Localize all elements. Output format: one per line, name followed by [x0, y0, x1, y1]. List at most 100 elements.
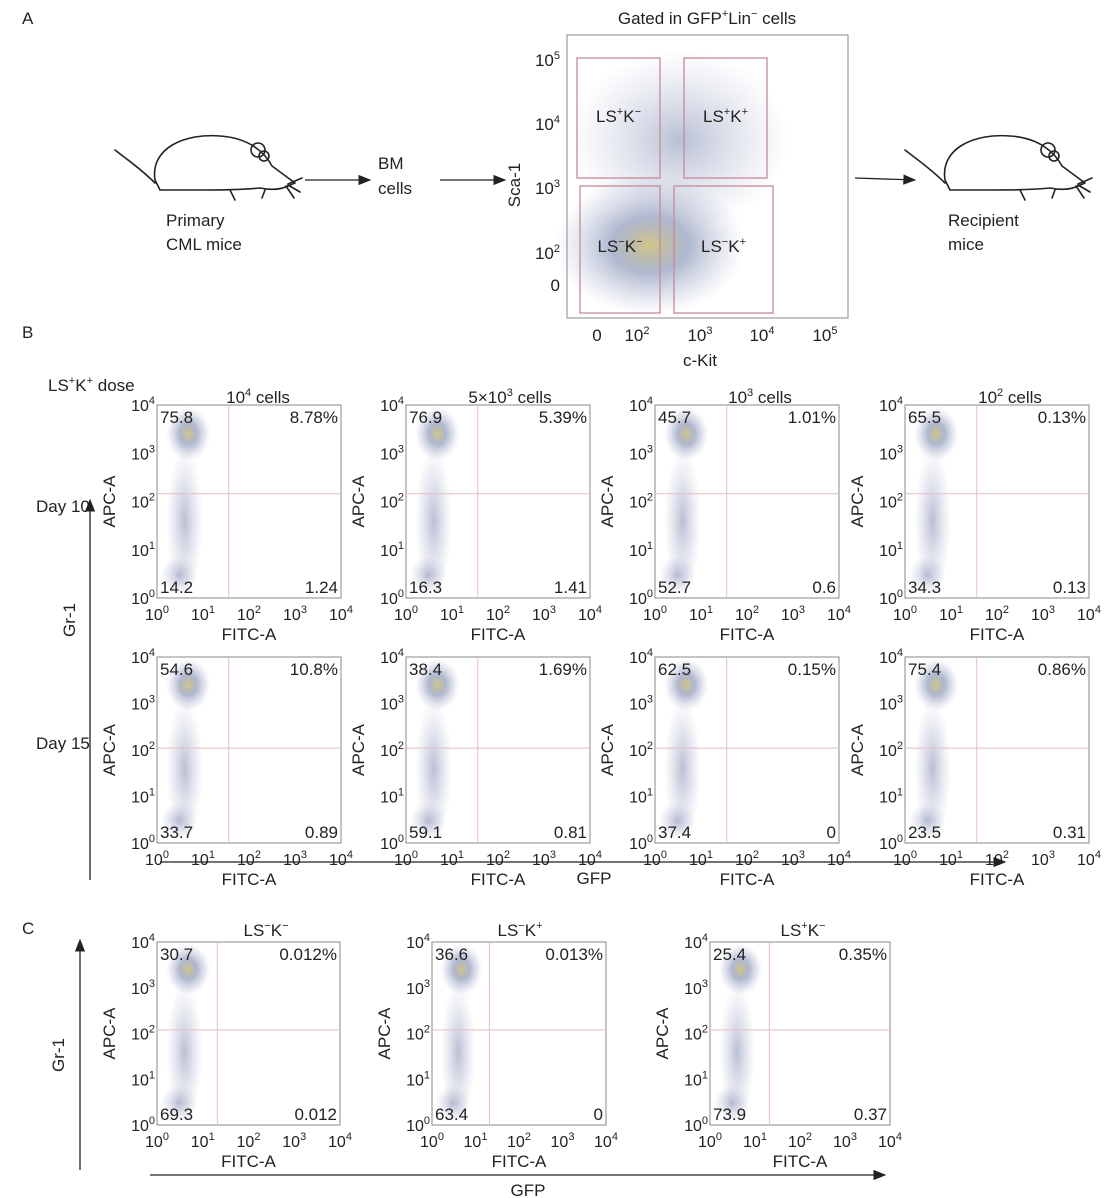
gate-label-part: − — [636, 236, 642, 248]
y-tick-label-part: 10 — [879, 697, 897, 714]
x-tick-label-part: 2 — [255, 849, 261, 861]
y-tick-label: 105 — [535, 50, 560, 70]
density — [664, 658, 709, 711]
quadrant-value: 33.7 — [160, 823, 193, 842]
y-tick-label: 101 — [380, 787, 404, 807]
dose-label-part: K — [75, 376, 87, 395]
column-title-part: + — [801, 920, 807, 932]
density — [713, 1084, 750, 1122]
quadrant-value: 0.37 — [854, 1105, 887, 1124]
quadrant-value: 76.9 — [409, 408, 442, 427]
x-tick-label-part: 0 — [412, 604, 418, 616]
column-title-part: 2 — [997, 387, 1003, 399]
x-tick-label: 101 — [191, 604, 215, 624]
y-tick-label-part: 10 — [131, 1118, 149, 1135]
y-tick-label-part: 4 — [702, 932, 708, 944]
x-tick-label: 101 — [191, 1131, 215, 1151]
x-tick-label-part: 0 — [163, 849, 169, 861]
density — [664, 406, 709, 461]
x-tick-label-part: 10 — [464, 1134, 482, 1151]
axis-title: APC-A — [598, 723, 617, 776]
y-tick-label-part: 10 — [406, 981, 424, 998]
column-title-part: 4 — [245, 387, 251, 399]
density — [160, 1084, 198, 1122]
quadrant-value: 38.4 — [409, 660, 442, 679]
dose-label-part: + — [87, 375, 93, 387]
column-title-part: LS — [497, 921, 518, 940]
quadrant-value: 25.4 — [713, 945, 746, 964]
gate-label-part: + — [617, 106, 623, 118]
axis-title: FITC-A — [970, 870, 1025, 889]
x-tick-label: 103 — [781, 849, 805, 869]
y-tick-label-part: 1 — [149, 540, 155, 552]
x-tick-label-part: 1 — [481, 1131, 487, 1143]
y-tick-label-part: 10 — [131, 495, 149, 512]
axis-title: GFP — [577, 869, 612, 888]
y-tick-label: 100 — [131, 588, 155, 608]
x-tick-label-part: 3 — [1049, 604, 1055, 616]
y-tick-label: 100 — [879, 588, 903, 608]
y-tick-label: 104 — [879, 395, 903, 415]
quadrant-value: 73.9 — [713, 1105, 746, 1124]
quadrant-value: 0 — [827, 823, 836, 842]
y-tick-label-part: 0 — [398, 588, 404, 600]
row-label: Day 15 — [36, 734, 90, 753]
y-tick-label-part: 10 — [131, 790, 149, 807]
x-tick-label: 103 — [833, 1131, 857, 1151]
column-title: LS−K+ — [497, 920, 542, 940]
x-tick-label: 100 — [643, 604, 667, 624]
x-tick-label: 102 — [507, 1131, 531, 1151]
y-tick-label: 104 — [629, 647, 653, 667]
axis-title: APC-A — [349, 723, 368, 776]
x-tick-label-part: 10 — [578, 852, 596, 869]
x-tick-label: 102 — [486, 604, 510, 624]
axis-title: FITC-A — [773, 1152, 828, 1171]
x-tick-label-part: 2 — [806, 1131, 812, 1143]
column-title-part: 10 — [226, 388, 245, 407]
y-tick-label-part: 10 — [406, 1027, 424, 1044]
axis-title: APC-A — [375, 1007, 394, 1060]
y-tick-label-part: 5 — [554, 50, 560, 62]
x-tick-label-part: 2 — [504, 849, 510, 861]
y-tick-label-part: 4 — [149, 932, 155, 944]
y-tick-label: 101 — [131, 540, 155, 560]
column-title-part: cells — [753, 388, 792, 407]
x-tick-label-part: 10 — [532, 852, 550, 869]
y-tick-label: 100 — [684, 1115, 708, 1135]
axis-title: APC-A — [848, 723, 867, 776]
axis-title: APC-A — [653, 1007, 672, 1060]
x-tick-label-part: 10 — [893, 852, 911, 869]
plot-frame — [156, 404, 342, 599]
gate-label-part: LS — [597, 237, 618, 256]
x-tick-label-part: 1 — [707, 604, 713, 616]
dose-label-part: + — [69, 375, 75, 387]
y-tick-label-part: 10 — [879, 446, 897, 463]
x-tick-label-part: 1 — [957, 849, 963, 861]
y-tick-label-part: 1 — [702, 1069, 708, 1081]
x-tick-label: 103 — [283, 849, 307, 869]
density — [160, 555, 198, 595]
gate-label-part: LS — [701, 237, 722, 256]
x-tick-label-part: 3 — [706, 325, 712, 337]
gate-label: LS−K− — [597, 236, 642, 256]
axis-title: APC-A — [848, 475, 867, 528]
x-tick-label-part: 10 — [939, 607, 957, 624]
x-tick-label: 100 — [145, 849, 169, 869]
y-tick-label: 103 — [879, 443, 903, 463]
y-tick-label-part: 10 — [629, 743, 647, 760]
x-tick-label: 103 — [687, 325, 712, 345]
y-tick-label-part: 1 — [424, 1069, 430, 1081]
y-tick-label-part: 2 — [398, 492, 404, 504]
column-title-part: − — [282, 920, 288, 932]
y-tick-label: 100 — [131, 833, 155, 853]
axis-title: FITC-A — [720, 870, 775, 889]
column-title: LS−K− — [243, 920, 288, 940]
x-tick-label-part: 10 — [329, 852, 347, 869]
y-tick-label-part: 3 — [554, 178, 560, 190]
x-tick-label-part: 10 — [833, 1134, 851, 1151]
density — [914, 406, 959, 461]
quadrant-value: 62.5 — [658, 660, 691, 679]
x-tick-label: 105 — [812, 325, 837, 345]
y-tick-label: 101 — [380, 540, 404, 560]
y-tick-label-part: 10 — [380, 697, 398, 714]
